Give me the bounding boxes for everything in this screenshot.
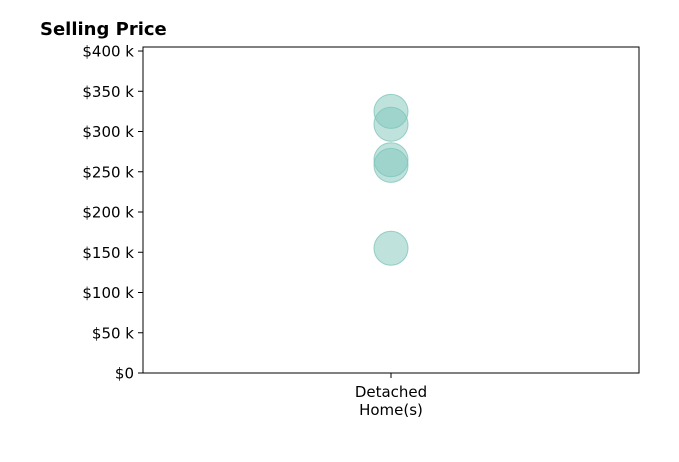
x-tick-label-line: Detached <box>355 383 427 401</box>
y-tick-label: $250 k <box>82 163 134 181</box>
data-point <box>373 230 409 266</box>
data-points <box>373 93 409 266</box>
y-tick-label: $0 <box>115 365 134 383</box>
y-axis: $0 $50 k $100 k $150 k $200 k $250 k $300 k $35… <box>82 43 143 383</box>
y-tick-label: $50 k <box>92 324 134 342</box>
y-tick-label: $400 k <box>82 43 134 61</box>
y-tick-label: $300 k <box>82 123 134 141</box>
x-tick-label-line: Home(s) <box>359 401 423 419</box>
chart-title: Selling Price <box>40 19 167 40</box>
y-tick-label: $200 k <box>82 204 134 222</box>
y-tick-label: $350 k <box>82 83 134 101</box>
data-point <box>373 106 409 142</box>
x-tick-label: Detached Home(s) <box>355 383 427 419</box>
y-tick-label: $150 k <box>82 244 134 262</box>
x-axis: Detached Home(s) <box>355 373 427 419</box>
data-point <box>373 147 409 183</box>
y-tick-label: $100 k <box>82 284 134 302</box>
